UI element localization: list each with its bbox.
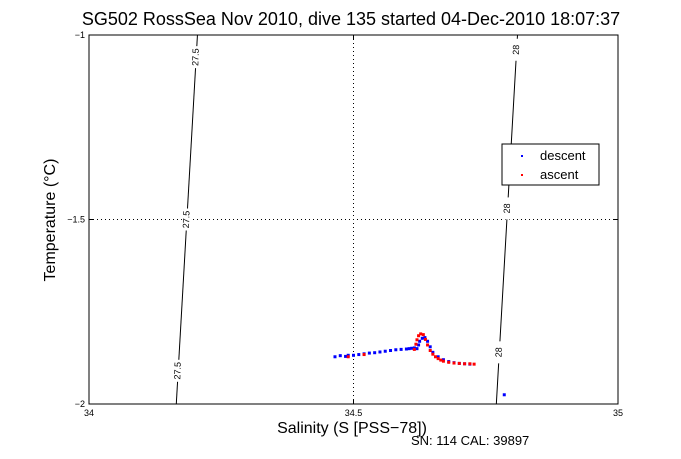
isopycnal-layer: 27.5 27.5 27.5 28 28 28 bbox=[172, 34, 522, 405]
isopycnal-label-bg bbox=[494, 341, 505, 364]
data-point-ascent bbox=[468, 362, 472, 366]
data-point-ascent bbox=[417, 334, 421, 338]
data-point-ascent bbox=[412, 347, 416, 351]
data-point-descent bbox=[378, 350, 382, 354]
legend-descent-marker bbox=[521, 155, 523, 157]
data-point-ascent bbox=[452, 361, 456, 365]
data-point-descent bbox=[417, 343, 421, 347]
data-point-descent bbox=[333, 355, 337, 359]
data-point-ascent bbox=[428, 348, 432, 352]
data-point-descent bbox=[352, 353, 355, 357]
data-point-descent bbox=[415, 347, 419, 351]
data-point-descent bbox=[431, 350, 435, 354]
isopycnal-label: 28 bbox=[502, 203, 512, 213]
data-point-ascent bbox=[441, 359, 445, 363]
isopycnal-label-bg bbox=[181, 208, 192, 231]
data-point-ascent bbox=[431, 352, 435, 356]
y-tick-label: −1.5 bbox=[67, 215, 85, 225]
data-point-ascent bbox=[421, 333, 425, 337]
isopycnal-label-bg bbox=[502, 197, 513, 220]
tick-layer: 34 34.5 35 −2 −1.5 −1 bbox=[67, 30, 623, 418]
data-point-descent bbox=[399, 347, 403, 351]
legend-ascent-label: ascent bbox=[540, 167, 579, 182]
x-tick-label: 34 bbox=[84, 408, 94, 418]
data-point-descent bbox=[418, 339, 422, 343]
data-point-ascent bbox=[362, 353, 366, 357]
x-axis-label: Salinity (S [PSS−78]) bbox=[277, 420, 427, 437]
data-point-ascent bbox=[433, 355, 437, 359]
y-axis-label: Temperature (°C) bbox=[42, 159, 59, 282]
data-point-ascent bbox=[457, 361, 461, 365]
data-point-descent bbox=[394, 348, 398, 352]
isopycnal-label: 27.5 bbox=[181, 211, 192, 229]
isopycnal-label: 27.5 bbox=[190, 48, 201, 66]
chart-title: SG502 RossSea Nov 2010, dive 135 started… bbox=[82, 9, 620, 29]
points-layer bbox=[333, 332, 506, 397]
data-point-ascent bbox=[463, 362, 467, 366]
data-point-descent bbox=[420, 336, 424, 340]
legend: descent ascent bbox=[501, 143, 600, 186]
data-point-ascent bbox=[436, 357, 440, 361]
data-point-ascent bbox=[414, 342, 418, 346]
legend-ascent-marker bbox=[521, 174, 523, 176]
isopycnal-label-bg bbox=[191, 46, 202, 69]
data-point-descent bbox=[426, 339, 430, 343]
data-point-ascent bbox=[415, 338, 419, 342]
data-point-descent bbox=[344, 354, 348, 358]
data-point-descent bbox=[367, 351, 371, 355]
legend-descent-label: descent bbox=[540, 148, 586, 163]
data-point-ascent bbox=[472, 362, 476, 366]
data-point-descent bbox=[502, 393, 506, 397]
isopycnal-label: 27.5 bbox=[172, 362, 183, 380]
y-tick-label: −2 bbox=[75, 399, 85, 409]
data-point-descent bbox=[383, 349, 387, 353]
isopycnal-label: 28 bbox=[511, 45, 521, 55]
data-point-descent bbox=[423, 336, 427, 340]
data-point-descent bbox=[407, 347, 411, 351]
data-point-descent bbox=[428, 345, 432, 349]
data-point-descent bbox=[410, 346, 414, 350]
data-point-ascent bbox=[423, 337, 427, 341]
legend-box bbox=[501, 143, 600, 186]
x-tick-label: 34.5 bbox=[345, 408, 363, 418]
data-point-descent bbox=[404, 347, 408, 351]
data-point-ascent bbox=[447, 360, 451, 364]
grid-layer bbox=[89, 35, 618, 404]
data-point-ascent bbox=[426, 343, 430, 347]
data-point-descent bbox=[357, 353, 361, 357]
data-point-descent bbox=[338, 354, 342, 358]
data-point-descent bbox=[389, 348, 393, 352]
data-point-ascent bbox=[439, 358, 443, 362]
y-tick-label: −1 bbox=[75, 30, 85, 40]
sn-cal-label: SN: 114 CAL: 39897 bbox=[411, 433, 529, 448]
data-point-ascent bbox=[346, 355, 350, 359]
data-point-descent bbox=[436, 355, 440, 359]
isopycnal-label-bg bbox=[173, 359, 184, 382]
data-point-ascent bbox=[419, 332, 423, 336]
isopycnal-label-bg bbox=[511, 38, 522, 61]
x-tick-label: 35 bbox=[613, 408, 623, 418]
isopycnal-label: 28 bbox=[493, 347, 503, 357]
data-point-descent bbox=[373, 351, 377, 355]
